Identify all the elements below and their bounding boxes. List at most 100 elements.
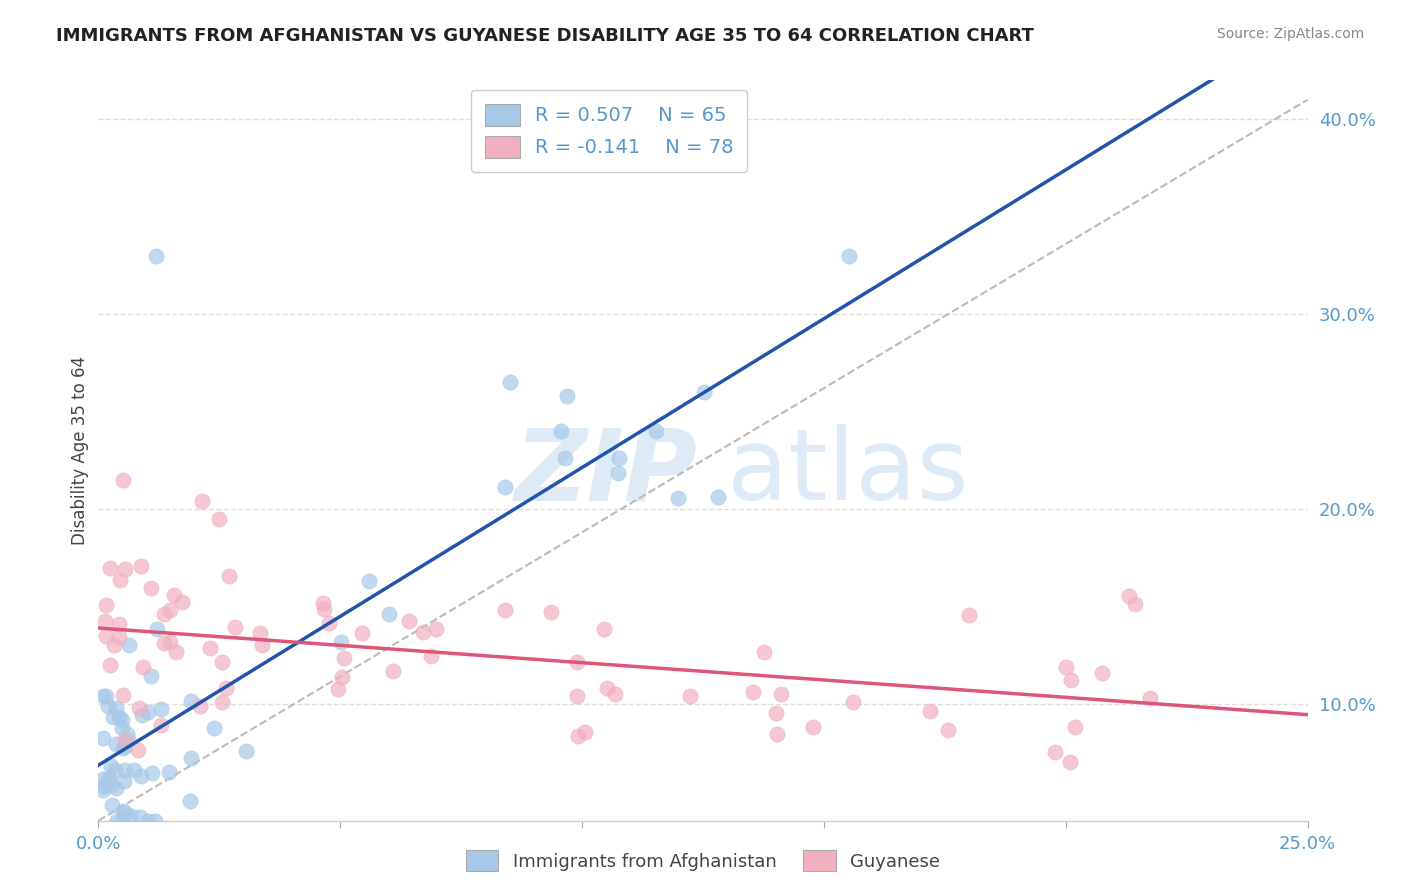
Point [145,249,167,263]
Point [93,779,115,793]
Point [122,763,145,777]
Point [165,645,187,659]
Point [398,614,420,628]
Point [91,731,114,745]
Point [198,641,221,656]
Point [111,473,134,487]
Point [742,684,765,698]
Point [111,721,134,735]
Point [118,638,141,652]
Point [112,688,135,702]
Point [592,622,614,636]
Point [1059,756,1081,770]
Point [1123,597,1146,611]
Point [1118,589,1140,603]
Point [706,491,728,505]
Point [94,628,117,642]
Point [425,622,447,636]
Point [96,598,118,612]
Point [1060,673,1083,687]
Point [179,794,201,808]
Point [129,559,152,574]
Point [139,669,162,683]
Text: atlas: atlas [727,425,969,521]
Point [91,783,114,797]
Point [159,634,181,648]
Point [211,695,233,709]
Point [91,689,114,703]
Point [550,424,572,438]
Point [129,769,152,783]
Point [143,814,166,828]
Point [191,494,214,508]
Point [108,573,131,587]
Point [97,699,120,714]
Point [1054,660,1077,674]
Point [114,562,136,576]
Point [330,635,353,649]
Point [357,574,380,589]
Point [131,708,153,723]
Point [381,664,404,678]
Point [765,706,787,721]
Point [1091,665,1114,680]
Point [215,681,238,695]
Point [139,581,162,595]
Point [114,739,136,754]
Point [603,687,626,701]
Point [114,805,136,820]
Point [249,625,271,640]
Point [100,779,122,793]
Point [554,451,576,466]
Point [565,689,588,703]
Point [111,713,134,727]
Point [1064,720,1087,734]
Point [103,638,125,652]
Point [100,798,122,813]
Point [111,814,134,828]
Point [128,700,150,714]
Y-axis label: Disability Age 35 to 64: Disability Age 35 to 64 [70,356,89,545]
Point [412,625,434,640]
Point [114,763,136,777]
Point [607,467,630,481]
Point [607,450,630,465]
Point [180,694,202,708]
Point [146,622,169,636]
Point [163,588,186,602]
Point [498,376,520,390]
Text: ZIP: ZIP [515,425,697,521]
Point [350,625,373,640]
Point [801,720,824,734]
Point [494,603,516,617]
Point [111,740,134,755]
Point [540,605,562,619]
Point [936,723,959,738]
Point [574,725,596,739]
Point [567,655,589,669]
Point [918,704,941,718]
Point [108,630,131,644]
Point [96,775,118,789]
Point [838,249,860,263]
Point [555,389,578,403]
Point [152,607,174,622]
Point [136,705,159,719]
Point [218,569,240,583]
Point [172,595,194,609]
Text: IMMIGRANTS FROM AFGHANISTAN VS GUYANESE DISABILITY AGE 35 TO 64 CORRELATION CHAR: IMMIGRANTS FROM AFGHANISTAN VS GUYANESE … [56,27,1035,45]
Point [150,702,173,716]
Point [252,638,274,652]
Point [326,682,349,697]
Point [208,511,231,525]
Point [105,700,128,714]
Point [318,615,340,630]
Point [117,733,139,747]
Point [332,651,354,665]
Point [420,649,443,664]
Point [105,781,128,796]
Point [128,810,150,824]
Point [769,687,792,701]
Point [235,744,257,758]
Point [692,385,714,400]
